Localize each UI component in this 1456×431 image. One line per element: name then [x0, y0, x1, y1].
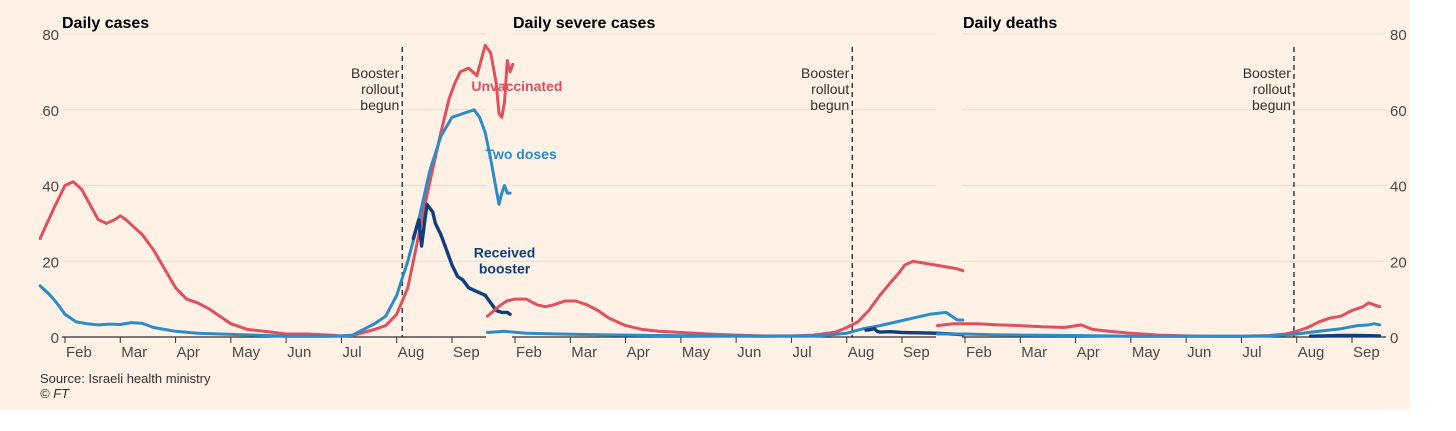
chart-2-xtick-label-jul: Jul [792, 344, 811, 361]
chart-3-series-booster [1308, 333, 1382, 338]
chart-1-ytick-label-60: 60 [42, 103, 59, 120]
chart-1-booster-rollout-label-2: rollout [361, 81, 399, 97]
chart-svg: Daily cases 0 20 40 60 80 Feb Mar Apr May Jun Jul Au… [38, 15, 1407, 361]
chart-3-xtick-label-may: May [1132, 344, 1161, 361]
chart-1-xtick-label-feb: Feb [66, 344, 92, 361]
chart-3-xtick-label-apr: Apr [1077, 344, 1100, 361]
chart-2-xtick-label-feb: Feb [516, 344, 542, 361]
chart-1-ytick-label-0: 0 [51, 330, 59, 347]
chart-1-label-unvaccinated-1: Unvaccinated [471, 78, 562, 94]
chart-3-ytick-label-20: 20 [1390, 254, 1407, 271]
chart-3-xtick-label-aug: Aug [1298, 344, 1325, 361]
chart-1-xtick-label-jun: Jun [287, 344, 311, 361]
chart-3-xtick-label-sep: Sep [1353, 344, 1380, 361]
chart-2-xtick-label-mar: Mar [571, 344, 597, 361]
chart-1-label-two-doses-1: Two doses [485, 146, 557, 162]
chart-2-series-two-doses [485, 310, 965, 338]
chart-1-series-unvaccinated [38, 43, 515, 338]
chart-2-series-unvaccinated [485, 259, 965, 338]
chart-3-ytick-label-0: 0 [1390, 330, 1398, 347]
chart-1-label-booster-1: Received [474, 244, 535, 260]
chart-3-booster-rollout-label-1: Booster [1243, 65, 1292, 81]
chart-2-title: Daily severe cases [513, 15, 655, 32]
chart-1-title: Daily cases [62, 15, 149, 32]
chart-1-booster-rollout-label-1: Booster [351, 65, 400, 81]
chart-2-booster-rollout-label-1: Booster [801, 65, 850, 81]
chart-3-xtick-label-feb: Feb [966, 344, 992, 361]
chart-1-xtick-label-mar: Mar [121, 344, 147, 361]
chart-1-booster-rollout-label-3: begun [360, 97, 399, 113]
chart-1-series-two-doses [38, 108, 512, 338]
chart-3-booster-rollout-label-2: rollout [1253, 81, 1291, 97]
chart-3-xtick-label-jun: Jun [1187, 344, 1211, 361]
chart-3-ytick-label-60: 60 [1390, 103, 1407, 120]
chart-3-booster-rollout-label-3: begun [1252, 97, 1291, 113]
source-note: Source: Israeli health ministry [40, 371, 211, 386]
chart-2-xtick-label-apr: Apr [627, 344, 650, 361]
chart-2-xtick-label-sep: Sep [903, 344, 930, 361]
chart-1-series-booster [411, 202, 512, 316]
chart-2-xtick-label-may: May [682, 344, 711, 361]
chart-2-xtick-label-aug: Aug [848, 344, 875, 361]
chart-3-xtick-label-mar: Mar [1021, 344, 1047, 361]
copyright-note: © FT [40, 386, 70, 401]
chart-1-ytick-label-80: 80 [42, 27, 59, 44]
chart-1-xtick-label-aug: Aug [398, 344, 425, 361]
chart-1-xtick-label-sep: Sep [453, 344, 480, 361]
chart-3-series-two-doses [935, 322, 1382, 338]
chart-3-ytick-label-40: 40 [1390, 179, 1407, 196]
chart-1-label-booster-2: booster [479, 260, 531, 276]
chart-1-xtick-label-may: May [232, 344, 261, 361]
chart-1-xtick-label-apr: Apr [177, 344, 200, 361]
chart-1-xtick-label-jul: Jul [342, 344, 361, 361]
chart-1-ytick-label-20: 20 [42, 254, 59, 271]
chart-1-ytick-label-40: 40 [42, 179, 59, 196]
chart-2-booster-rollout-label-2: rollout [811, 81, 849, 97]
chart-3-xtick-label-jul: Jul [1242, 344, 1261, 361]
chart-3-ytick-label-80: 80 [1390, 27, 1407, 44]
chart-2-xtick-label-jun: Jun [737, 344, 761, 361]
chart-figure: Daily cases 0 20 40 60 80 Feb Mar Apr May Jun Jul Au… [0, 0, 1410, 410]
chart-3-title: Daily deaths [963, 15, 1057, 32]
chart-2-booster-rollout-label-3: begun [810, 97, 849, 113]
